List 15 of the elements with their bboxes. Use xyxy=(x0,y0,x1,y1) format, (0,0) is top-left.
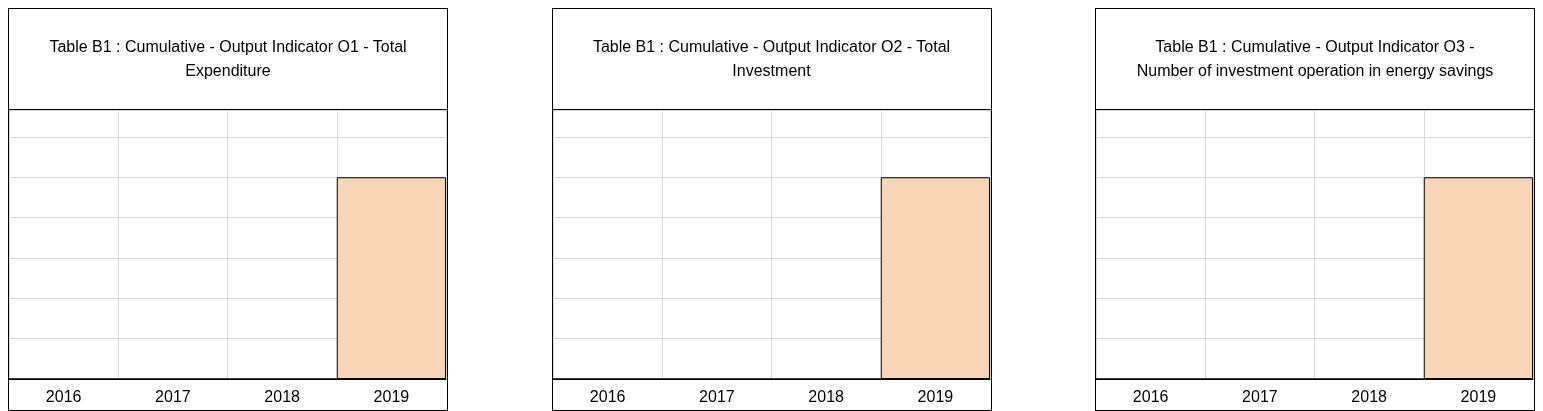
x-tick-label: 2018 xyxy=(1351,387,1388,405)
x-tick-label: 2019 xyxy=(373,387,410,405)
x-tick-label: 2018 xyxy=(264,387,301,405)
x-tick-label: 2017 xyxy=(1242,387,1278,405)
x-tick-label: 2016 xyxy=(1132,387,1169,405)
x-tick-label: 2019 xyxy=(1460,387,1497,405)
chart-title: Table B1 : Cumulative - Output Indicator O3 - Number of investment operation in energy savings xyxy=(1135,37,1495,81)
x-tick-label: 2016 xyxy=(45,387,82,405)
x-tick-label: 2018 xyxy=(807,387,844,405)
x-tick-label: 2017 xyxy=(155,387,191,405)
chart-title: Table B1 : Cumulative - Output Indicator O1 - Total Expenditure xyxy=(48,37,408,81)
x-tick-label: 2019 xyxy=(917,387,953,405)
x-tick-label: 2016 xyxy=(589,387,626,405)
chart-title: Table B1 : Cumulative - Output Indicator O2 - Total Investment xyxy=(591,37,952,81)
x-tick-label: 2017 xyxy=(698,387,735,405)
